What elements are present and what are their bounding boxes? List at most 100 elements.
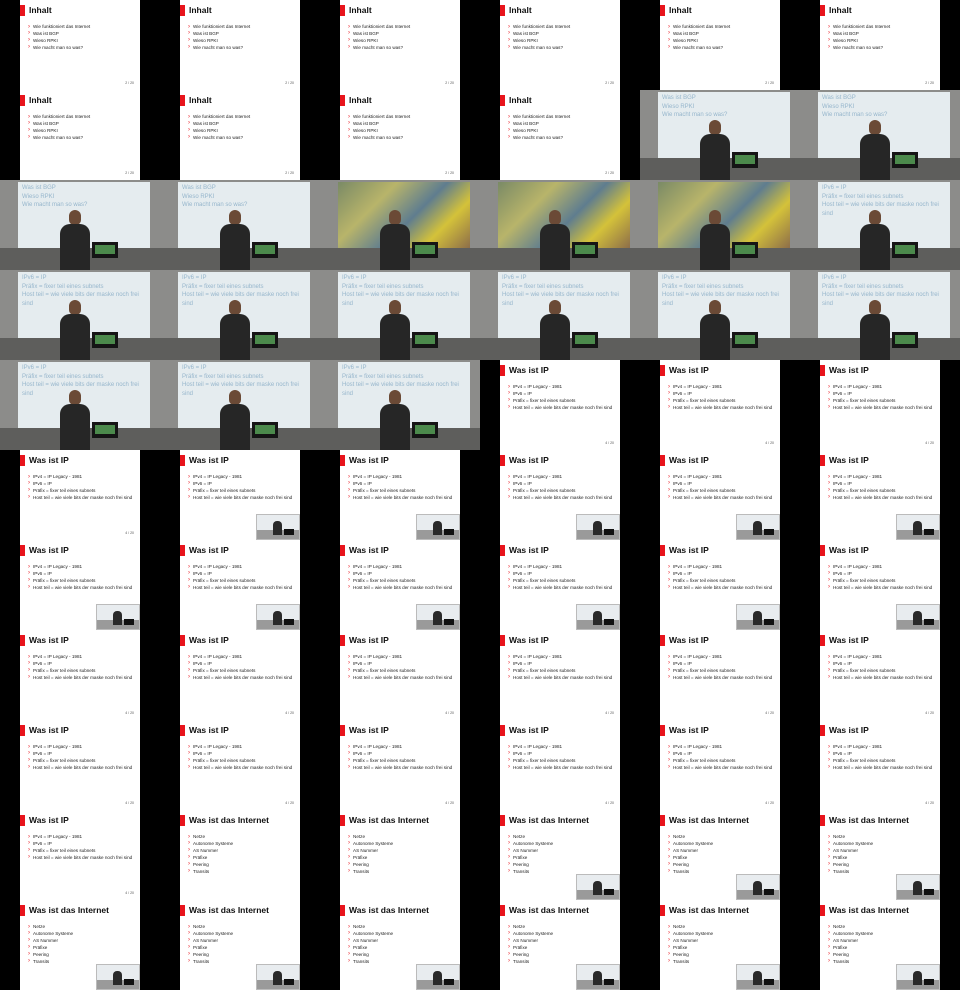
bullet-item: Host teil = wie viele bits der maske noc…	[348, 764, 456, 772]
thumbnail-frame[interactable]: Was ist IP IPv4 = IP Legacy - 1981IPv6 = …	[320, 540, 480, 630]
thumbnail-frame[interactable]: Inhalt Wie funktioniert das InternetWas i…	[800, 0, 960, 90]
thumbnail-frame[interactable]: Inhalt Wie funktioniert das InternetWas i…	[640, 0, 800, 90]
thumbnail-frame[interactable]: Inhalt Wie funktioniert das InternetWas i…	[0, 90, 160, 180]
thumbnail-frame[interactable]: Was ist BGP Wieso RPKI Wie macht man so wa…	[160, 180, 320, 270]
thumbnail-frame[interactable]: IPv6 = IP Präfix = fixer teil eines subne…	[160, 360, 320, 450]
slide-frame: Was ist das Internet NetzeAutonome System…	[660, 810, 780, 900]
slide-title: Was ist IP	[509, 725, 549, 735]
thumbnail-frame[interactable]: Was ist IP IPv4 = IP Legacy - 1981IPv6 = …	[320, 630, 480, 720]
thumbnail-frame[interactable]: Inhalt Wie funktioniert das InternetWas i…	[0, 0, 160, 90]
thumbnail-frame[interactable]: Was ist IP IPv4 = IP Legacy - 1981IPv6 = …	[0, 810, 160, 900]
bullet-item: Präfix = fixer teil eines subnets	[28, 847, 136, 855]
thumbnail-frame[interactable]: Was ist IP IPv4 = IP Legacy - 1981IPv6 = …	[0, 540, 160, 630]
bullet-item: Präfixe	[828, 944, 936, 952]
thumbnail-frame[interactable]: IPv6 = IP Präfix = fixer teil eines subne…	[320, 270, 480, 360]
thumbnail-frame[interactable]: IPv6 = IP Präfix = fixer teil eines subne…	[640, 270, 800, 360]
thumbnail-frame[interactable]: Was ist IP IPv4 = IP Legacy - 1981IPv6 = …	[320, 450, 480, 540]
thumbnail-frame[interactable]: Was ist IP IPv4 = IP Legacy - 1981IPv6 = …	[640, 720, 800, 810]
bullet-item: Wie funktioniert das Internet	[668, 24, 776, 31]
thumbnail-frame[interactable]: Was ist IP IPv4 = IP Legacy - 1981IPv6 = …	[640, 360, 800, 450]
thumbnail-frame[interactable]: Was ist das Internet NetzeAutonome System…	[320, 810, 480, 900]
thumbnail-frame[interactable]: Was ist IP IPv4 = IP Legacy - 1981IPv6 = …	[480, 450, 640, 540]
thumbnail-frame[interactable]: IPv6 = IP Präfix = fixer teil eines subne…	[480, 270, 640, 360]
thumbnail-frame[interactable]: IPv6 = IP Präfix = fixer teil eines subne…	[800, 270, 960, 360]
thumbnail-frame[interactable]: IPv6 = IP Präfix = fixer teil eines subne…	[160, 270, 320, 360]
thumbnail-frame[interactable]: Was ist IP IPv4 = IP Legacy - 1981IPv6 = …	[160, 630, 320, 720]
thumbnail-frame[interactable]: Was ist IP IPv4 = IP Legacy - 1981IPv6 = …	[640, 630, 800, 720]
thumbnail-frame[interactable]: Was ist IP IPv4 = IP Legacy - 1981IPv6 = …	[800, 630, 960, 720]
thumbnail-frame[interactable]	[320, 180, 480, 270]
thumbnail-frame[interactable]: IPv6 = IP Präfix = fixer teil eines subne…	[0, 270, 160, 360]
thumbnail-frame[interactable]: Was ist IP IPv4 = IP Legacy - 1981IPv6 = …	[160, 450, 320, 540]
bullet-item: Präfix = fixer teil eines subnets	[668, 667, 776, 675]
thumbnail-frame[interactable]: Was ist BGP Wieso RPKI Wie macht man so wa…	[800, 90, 960, 180]
thumbnail-frame[interactable]: Was ist IP IPv4 = IP Legacy - 1981IPv6 = …	[480, 540, 640, 630]
thumbnail-frame[interactable]: Was ist IP IPv4 = IP Legacy - 1981IPv6 = …	[800, 450, 960, 540]
bullet-list: Wie funktioniert das InternetWas ist BGP…	[828, 24, 936, 52]
thumbnail-frame[interactable]: Was ist BGP Wieso RPKI Wie macht man so wa…	[640, 90, 800, 180]
thumbnail-frame[interactable]: Was ist das Internet NetzeAutonome System…	[160, 900, 320, 990]
thumbnail-frame[interactable]: Inhalt Wie funktioniert das InternetWas i…	[160, 0, 320, 90]
thumbnail-frame[interactable]: Was ist BGP Wieso RPKI Wie macht man so wa…	[0, 180, 160, 270]
thumbnail-frame[interactable]: Was ist IP IPv4 = IP Legacy - 1981IPv6 = …	[0, 450, 160, 540]
thumbnail-frame[interactable]: IPv6 = IP Präfix = fixer teil eines subne…	[320, 360, 480, 450]
projected-line: Host teil = wie viele bits der maske noc…	[182, 382, 299, 388]
thumbnail-frame[interactable]: Was ist IP IPv4 = IP Legacy - 1981IPv6 = …	[640, 450, 800, 540]
thumbnail-frame[interactable]	[640, 180, 800, 270]
accent-bar	[180, 635, 185, 646]
thumbnail-frame[interactable]: Was ist das Internet NetzeAutonome System…	[480, 810, 640, 900]
thumbnail-frame[interactable]: Was ist IP IPv4 = IP Legacy - 1981IPv6 = …	[160, 720, 320, 810]
laptop-icon	[444, 619, 454, 625]
thumbnail-frame[interactable]: Inhalt Wie funktioniert das InternetWas i…	[480, 0, 640, 90]
speaker-body	[380, 314, 410, 360]
thumbnail-frame[interactable]: Was ist IP IPv4 = IP Legacy - 1981IPv6 = …	[320, 720, 480, 810]
speaker-inset-video	[896, 514, 940, 540]
thumbnail-frame[interactable]: Was ist IP IPv4 = IP Legacy - 1981IPv6 = …	[640, 540, 800, 630]
thumbnail-frame[interactable]: Inhalt Wie funktioniert das InternetWas i…	[320, 90, 480, 180]
slide-title: Was ist IP	[29, 545, 69, 555]
thumbnail-frame[interactable]: Inhalt Wie funktioniert das InternetWas i…	[160, 90, 320, 180]
thumbnail-frame[interactable]: Was ist IP IPv4 = IP Legacy - 1981IPv6 = …	[0, 630, 160, 720]
projected-line: sind	[22, 390, 34, 397]
thumbnail-frame[interactable]: Was ist IP IPv4 = IP Legacy - 1981IPv6 = …	[800, 540, 960, 630]
thumbnail-frame[interactable]: Was ist das Internet NetzeAutonome System…	[800, 900, 960, 990]
thumbnail-frame[interactable]: Was ist das Internet NetzeAutonome System…	[800, 810, 960, 900]
laptop-icon	[124, 619, 134, 625]
thumbnail-frame[interactable]: Was ist das Internet NetzeAutonome System…	[640, 810, 800, 900]
thumbnail-frame[interactable]: Was ist das Internet NetzeAutonome System…	[480, 900, 640, 990]
thumbnail-frame[interactable]: Was ist das Internet NetzeAutonome System…	[640, 900, 800, 990]
laptop-icon	[572, 332, 598, 348]
thumbnail-frame[interactable]: Was ist das Internet NetzeAutonome System…	[160, 810, 320, 900]
thumbnail-frame[interactable]: Was ist IP IPv4 = IP Legacy - 1981IPv6 = …	[800, 720, 960, 810]
speaker-figure	[433, 521, 442, 535]
slide-title: Was ist IP	[669, 635, 709, 645]
thumbnail-frame[interactable]: IPv6 = IP Präfix = fixer teil eines subne…	[0, 360, 160, 450]
thumbnail-frame[interactable]: Inhalt Wie funktioniert das InternetWas i…	[480, 90, 640, 180]
thumbnail-frame[interactable]: Was ist IP IPv4 = IP Legacy - 1981IPv6 = …	[0, 720, 160, 810]
thumbnail-frame[interactable]: Was ist IP IPv4 = IP Legacy - 1981IPv6 = …	[160, 540, 320, 630]
bullet-item: Wie macht man so was?	[28, 44, 136, 52]
bullet-item: IPv4 = IP Legacy - 1981	[508, 654, 616, 661]
projected-line: Wieso RPKI	[662, 103, 695, 110]
slide-frame: Was ist IP IPv4 = IP Legacy - 1981IPv6 = …	[20, 630, 140, 720]
thumbnail-frame[interactable]: Was ist IP IPv4 = IP Legacy - 1981IPv6 = …	[480, 630, 640, 720]
thumbnail-frame[interactable]: Was ist IP IPv4 = IP Legacy - 1981IPv6 = …	[480, 360, 640, 450]
speaker-body	[380, 224, 410, 270]
thumbnail-frame[interactable]: IPv6 = IP Präfix = fixer teil eines subne…	[800, 180, 960, 270]
speaker-figure	[273, 611, 282, 625]
thumbnail-frame[interactable]	[480, 180, 640, 270]
thumbnail-frame[interactable]: Was ist das Internet NetzeAutonome System…	[320, 900, 480, 990]
bullet-item: Präfixe	[668, 944, 776, 952]
thumbnail-frame[interactable]: Was ist das Internet NetzeAutonome System…	[0, 900, 160, 990]
bullet-item: Peering	[508, 861, 616, 869]
speaker-figure	[753, 971, 762, 985]
projected-line: Wie macht man so was?	[182, 202, 248, 208]
thumbnail-frame[interactable]: Was ist IP IPv4 = IP Legacy - 1981IPv6 = …	[480, 720, 640, 810]
thumbnail-frame[interactable]: Was ist IP IPv4 = IP Legacy - 1981IPv6 = …	[800, 360, 960, 450]
thumbnail-frame[interactable]: Inhalt Wie funktioniert das InternetWas i…	[320, 0, 480, 90]
bullet-item: Präfix = fixer teil eines subnets	[508, 487, 616, 495]
